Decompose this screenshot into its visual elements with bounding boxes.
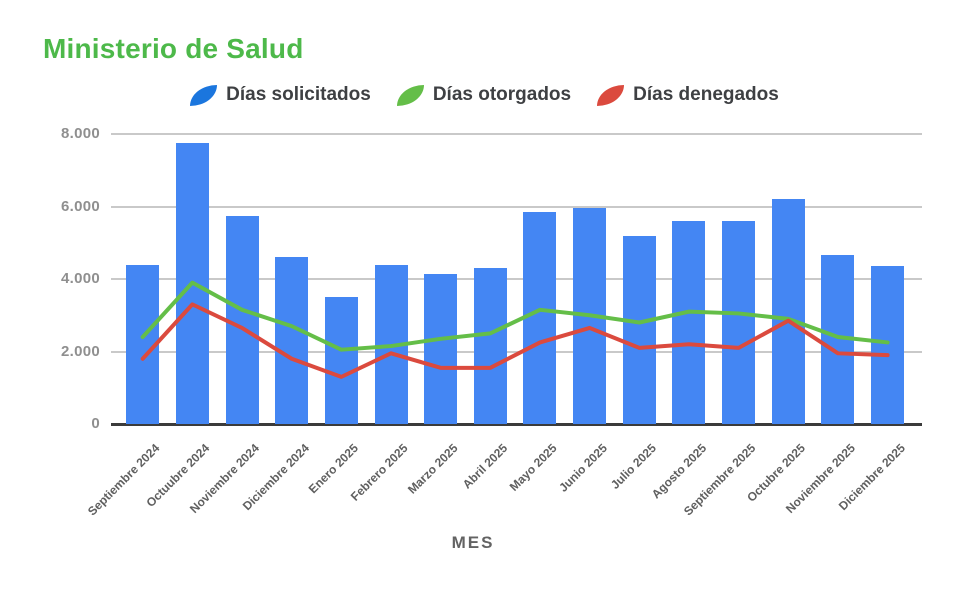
bar[interactable]: [225, 215, 259, 424]
bar[interactable]: [672, 221, 706, 424]
leaf-marker-icon: [190, 84, 218, 106]
x-axis-tick-label: Mayo 2025: [507, 441, 560, 494]
bar[interactable]: [275, 257, 309, 424]
bar[interactable]: [473, 268, 507, 424]
y-axis-tick-label: 8.000: [60, 125, 100, 142]
x-axis-line: [111, 423, 922, 426]
y-axis-tick-label: 6.000: [60, 197, 100, 215]
bar[interactable]: [324, 297, 358, 424]
x-axis-tick-label: Abril 2025: [459, 441, 511, 492]
bar[interactable]: [771, 199, 805, 424]
y-axis-tick-label: 0: [91, 415, 100, 432]
bar[interactable]: [424, 273, 458, 424]
gridline: [111, 133, 922, 135]
bar[interactable]: [722, 221, 756, 424]
chart-title: Ministerio de Salud: [43, 33, 304, 64]
gridline: [111, 205, 922, 208]
x-axis-tick-label: Julio 2025: [608, 441, 660, 492]
y-axis-tick-label: 2.000: [60, 342, 100, 360]
gridline: [111, 278, 922, 280]
line-dias-denegados[interactable]: [140, 302, 890, 379]
legend-label: Días denegados: [633, 84, 779, 105]
x-axis-tick-label: Junio 2025: [555, 441, 610, 495]
legend-label: Días solicitados: [226, 84, 371, 105]
leaf-marker-icon: [396, 84, 424, 106]
legend: Días solicitados Días otorgados Días den…: [0, 84, 969, 106]
leaf-marker-icon: [597, 84, 625, 106]
y-axis-tick-label: 4.000: [60, 270, 100, 287]
legend-item-dias-otorgados[interactable]: Días otorgados: [396, 84, 572, 106]
x-axis-title: MES: [451, 533, 495, 552]
x-axis-tick-label: Marzo 2025: [404, 441, 461, 497]
legend-item-dias-denegados[interactable]: Días denegados: [597, 84, 779, 106]
bar[interactable]: [622, 235, 656, 424]
gridline: [111, 350, 922, 353]
bar[interactable]: [871, 266, 905, 424]
bar[interactable]: [523, 211, 557, 424]
legend-item-dias-solicitados[interactable]: Días solicitados: [190, 84, 371, 106]
legend-label: Días otorgados: [432, 84, 572, 105]
line-dias-otorgados[interactable]: [140, 280, 890, 352]
